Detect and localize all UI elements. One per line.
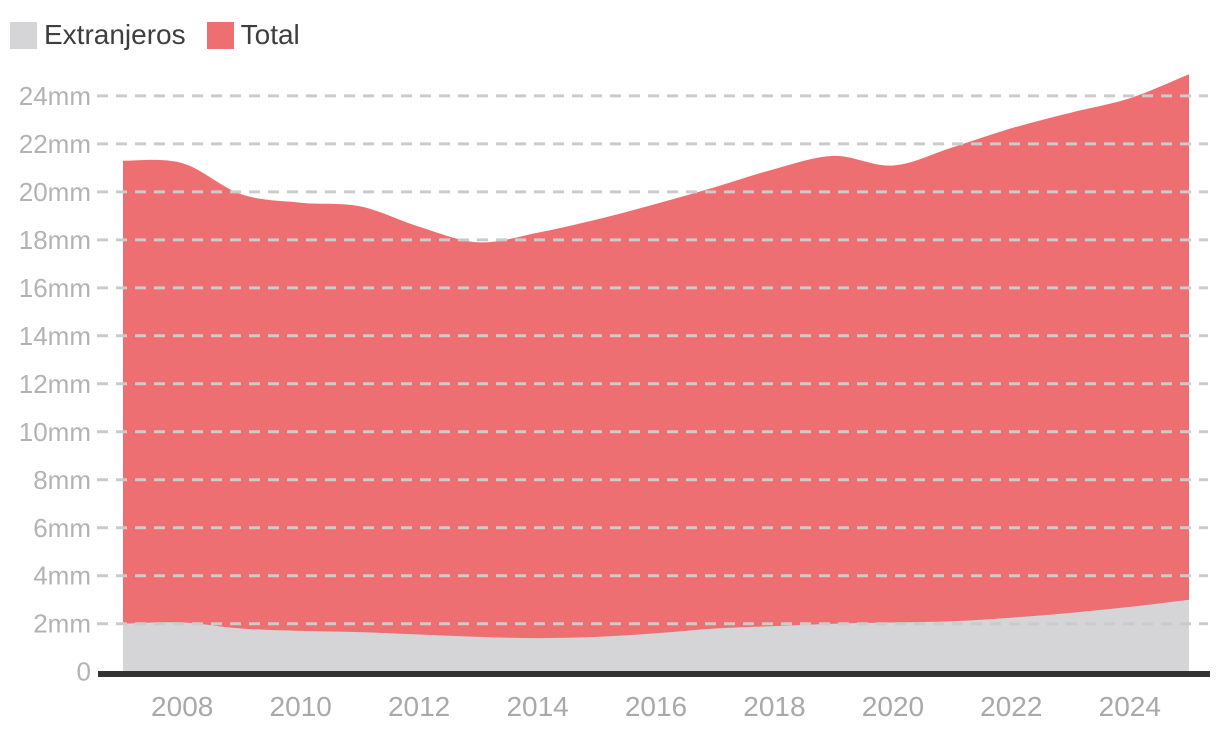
y-tick-label-0: 0 [77, 657, 91, 687]
y-tick-label-20mm: 20mm [19, 177, 91, 207]
y-tick-label-16mm: 16mm [19, 273, 91, 303]
y-tick-label-22mm: 22mm [19, 129, 91, 159]
gridlines-layer [97, 94, 1208, 626]
x-tick-label-2008: 2008 [151, 691, 213, 722]
area-series-layer [123, 74, 1189, 672]
y-tick-label-10mm: 10mm [19, 417, 91, 447]
x-tick-label-2022: 2022 [980, 691, 1042, 722]
x-tick-label-2018: 2018 [743, 691, 805, 722]
y-axis-tick-labels: 0 2mm 4mm 6mm 8mm 10mm 12mm 14mm 16mm 18mm 20mm 22m… [19, 81, 91, 687]
x-tick-label-2024: 2024 [1099, 691, 1161, 722]
y-tick-label-2mm: 2mm [33, 609, 91, 639]
y-tick-label-24mm: 24mm [19, 81, 91, 111]
legend-item-extranjeros[interactable]: Extranjeros [10, 19, 186, 51]
legend: Extranjeros Total [10, 19, 300, 51]
legend-swatch-total [206, 21, 234, 49]
y-tick-label-12mm: 12mm [19, 369, 91, 399]
x-axis-baseline [98, 671, 1210, 677]
y-tick-label-14mm: 14mm [19, 321, 91, 351]
legend-item-total[interactable]: Total [206, 19, 300, 51]
legend-label-extranjeros: Extranjeros [44, 19, 186, 50]
x-tick-label-2010: 2010 [270, 691, 332, 722]
area-total[interactable] [123, 74, 1189, 672]
area-extranjeros[interactable] [123, 599, 1189, 672]
y-tick-label-4mm: 4mm [33, 561, 91, 591]
y-tick-label-6mm: 6mm [33, 513, 91, 543]
legend-label-total: Total [240, 19, 300, 50]
x-axis-tick-labels: 2008 2010 2012 2014 2016 2018 2020 2022 2024 [151, 691, 1161, 722]
x-tick-label-2012: 2012 [388, 691, 450, 722]
x-tick-label-2016: 2016 [625, 691, 687, 722]
y-tick-label-18mm: 18mm [19, 225, 91, 255]
x-tick-label-2014: 2014 [506, 691, 568, 722]
x-tick-label-2020: 2020 [862, 691, 924, 722]
y-tick-label-8mm: 8mm [33, 465, 91, 495]
legend-swatch-extranjeros [10, 21, 37, 49]
